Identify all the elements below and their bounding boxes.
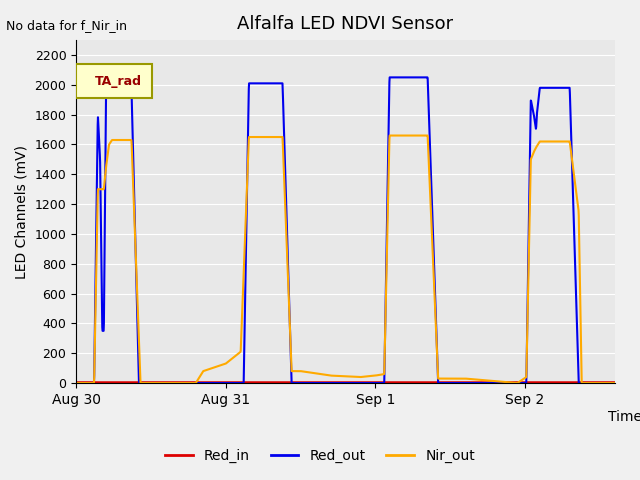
Y-axis label: LED Channels (mV): LED Channels (mV) <box>15 144 29 278</box>
Nir_out <box>334 373 342 379</box>
FancyBboxPatch shape <box>76 64 152 98</box>
Red_in <box>595 379 603 385</box>
Red_out <box>497 380 504 386</box>
Nir_out <box>611 380 618 386</box>
Red_in <box>100 379 108 385</box>
Nir_out <box>100 186 108 192</box>
Red_out <box>595 380 603 386</box>
Nir_out <box>72 380 80 386</box>
Red_out <box>100 328 108 334</box>
Red_in <box>595 379 602 385</box>
Red_in <box>611 379 618 385</box>
Nir_out <box>386 132 394 138</box>
Title: Alfalfa LED NDVI Sensor: Alfalfa LED NDVI Sensor <box>237 15 453 33</box>
Red_out <box>72 380 80 386</box>
Red_out <box>595 380 603 386</box>
Red_out <box>386 74 394 80</box>
Text: No data for f_Nir_in: No data for f_Nir_in <box>6 19 127 32</box>
Nir_out <box>497 379 504 384</box>
Legend: Red_in, Red_out, Nir_out: Red_in, Red_out, Nir_out <box>159 443 481 468</box>
Nir_out <box>595 380 603 386</box>
Red_in <box>334 379 342 385</box>
Line: Red_out: Red_out <box>76 77 614 383</box>
Red_out <box>611 380 618 386</box>
Red_in <box>72 379 80 385</box>
X-axis label: Time: Time <box>609 410 640 424</box>
Red_in <box>496 379 504 385</box>
Line: Nir_out: Nir_out <box>76 135 614 383</box>
Text: TA_rad: TA_rad <box>95 75 142 88</box>
Red_in <box>320 379 328 385</box>
Nir_out <box>595 380 603 386</box>
Nir_out <box>320 372 328 377</box>
Red_out <box>320 380 328 386</box>
Red_out <box>334 380 342 386</box>
